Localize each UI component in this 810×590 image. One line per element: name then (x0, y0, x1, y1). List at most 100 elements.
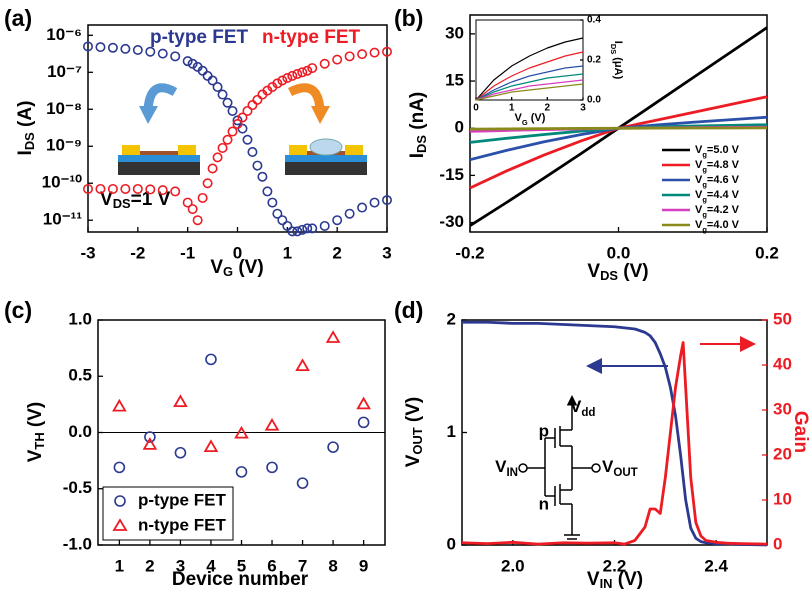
data-point (208, 164, 216, 172)
data-point (193, 216, 201, 224)
data-point (238, 124, 246, 132)
data-point (358, 50, 366, 58)
y-tick-label: -0.5 (63, 478, 92, 497)
data-point (198, 194, 206, 202)
data-point (205, 441, 217, 451)
inset-y-label: IDS (μA) (609, 41, 624, 80)
y2-tick-label: 40 (773, 354, 792, 373)
y-tick-label: 0 (447, 534, 456, 553)
data-point (321, 60, 329, 68)
data-point (223, 99, 231, 107)
data-point (121, 45, 129, 53)
data-point (228, 127, 236, 135)
data-point (359, 417, 369, 427)
data-point (203, 72, 211, 80)
data-point (121, 185, 129, 193)
x-tick-label: 0.0 (607, 243, 631, 262)
x-tick-label: 4 (206, 556, 216, 575)
y-tick-label: 10⁻⁷ (47, 62, 82, 81)
x-tick-label: 8 (328, 556, 337, 575)
panel-label: (c) (4, 297, 32, 323)
data-point (228, 107, 236, 115)
data-point (171, 52, 179, 60)
y-tick-label: 10⁻¹¹ (43, 210, 83, 229)
data-point (297, 360, 309, 370)
inset-x-label: VG (V) (515, 112, 546, 127)
data-point (345, 210, 353, 218)
y2-tick-label: 20 (773, 444, 792, 463)
data-point (213, 83, 221, 91)
data-point (175, 448, 185, 458)
inverter-circuit (519, 398, 600, 539)
y-tick-label: 0 (455, 118, 464, 137)
data-point (96, 43, 104, 51)
y-axis-label: IDS (nA) (407, 92, 429, 158)
panel-label: (b) (394, 5, 423, 31)
x-tick-label: 5 (237, 556, 246, 575)
y2-tick-label: 30 (773, 399, 792, 418)
plot-frame (462, 320, 767, 545)
panel-label: (a) (4, 5, 32, 31)
data-point (321, 222, 329, 230)
x-tick-label: 6 (267, 556, 276, 575)
y-tick-label: 0.5 (68, 366, 92, 385)
x-tick-label: -0.2 (455, 243, 484, 262)
y-tick-label: 10⁻¹⁰ (42, 173, 83, 192)
data-point (248, 101, 256, 109)
legend-label: n-type FET (138, 515, 226, 534)
data-point (333, 216, 341, 224)
data-point (237, 467, 247, 477)
x-tick-label: 1 (115, 556, 124, 575)
x-tick-label: 7 (298, 556, 307, 575)
data-point (370, 48, 378, 56)
data-point (175, 396, 187, 406)
data-point (253, 96, 261, 104)
legend-box (655, 143, 766, 231)
data-point (288, 72, 296, 80)
y-axis-label: VOUT (V) (403, 397, 425, 468)
data-point (171, 187, 179, 195)
x-tick-label: 2.0 (501, 556, 525, 575)
y-tick-label: 1 (447, 422, 456, 441)
figure: (a) VG (V) IDS (A) p-type FET n-type FET… (0, 0, 810, 590)
data-point (258, 173, 266, 181)
circuit-label: p (539, 421, 549, 440)
data-point (218, 144, 226, 152)
data-point (188, 205, 196, 213)
data-point (328, 442, 338, 452)
y-tick-label: 30 (445, 23, 464, 42)
x-tick-label: -3 (80, 243, 95, 262)
y-tick-label: 15 (445, 71, 464, 90)
data-point (114, 401, 126, 411)
x-tick-label: 1 (283, 243, 292, 262)
data-point (333, 55, 341, 63)
series-annotation: p-type FET (150, 27, 249, 48)
y-tick-label: 2 (447, 309, 456, 328)
data-point (370, 198, 378, 206)
series-line (462, 322, 767, 545)
circuit-label: VIN (495, 457, 518, 479)
device-schematic (118, 88, 367, 175)
y-axis-label: IDS (A) (15, 101, 37, 156)
data-point (266, 420, 278, 430)
x-tick-label: -1 (180, 243, 195, 262)
data-point (263, 187, 271, 195)
x-tick-label: 3 (580, 103, 586, 114)
y-axis-label: VTH (V) (25, 402, 47, 463)
circuit-label: VOUT (602, 457, 638, 479)
x-tick-label: 2.2 (603, 556, 627, 575)
y-tick-label: -15 (439, 165, 464, 184)
data-point (345, 52, 353, 60)
data-point (298, 478, 308, 488)
y-tick-label: 0.0 (68, 422, 92, 441)
x-axis-label: VDS (V) (587, 261, 648, 283)
y2-tick-label: 50 (773, 309, 792, 328)
legend-label: p-type FET (138, 490, 226, 509)
y-tick-label: 0.0 (587, 95, 601, 106)
y-tick-label: 10⁻⁶ (46, 25, 82, 44)
data-point (243, 136, 251, 144)
x-tick-label: 2 (545, 103, 551, 114)
y2-tick-label: 0 (773, 534, 782, 553)
x-tick-label: 3 (382, 243, 391, 262)
data-point (268, 198, 276, 206)
